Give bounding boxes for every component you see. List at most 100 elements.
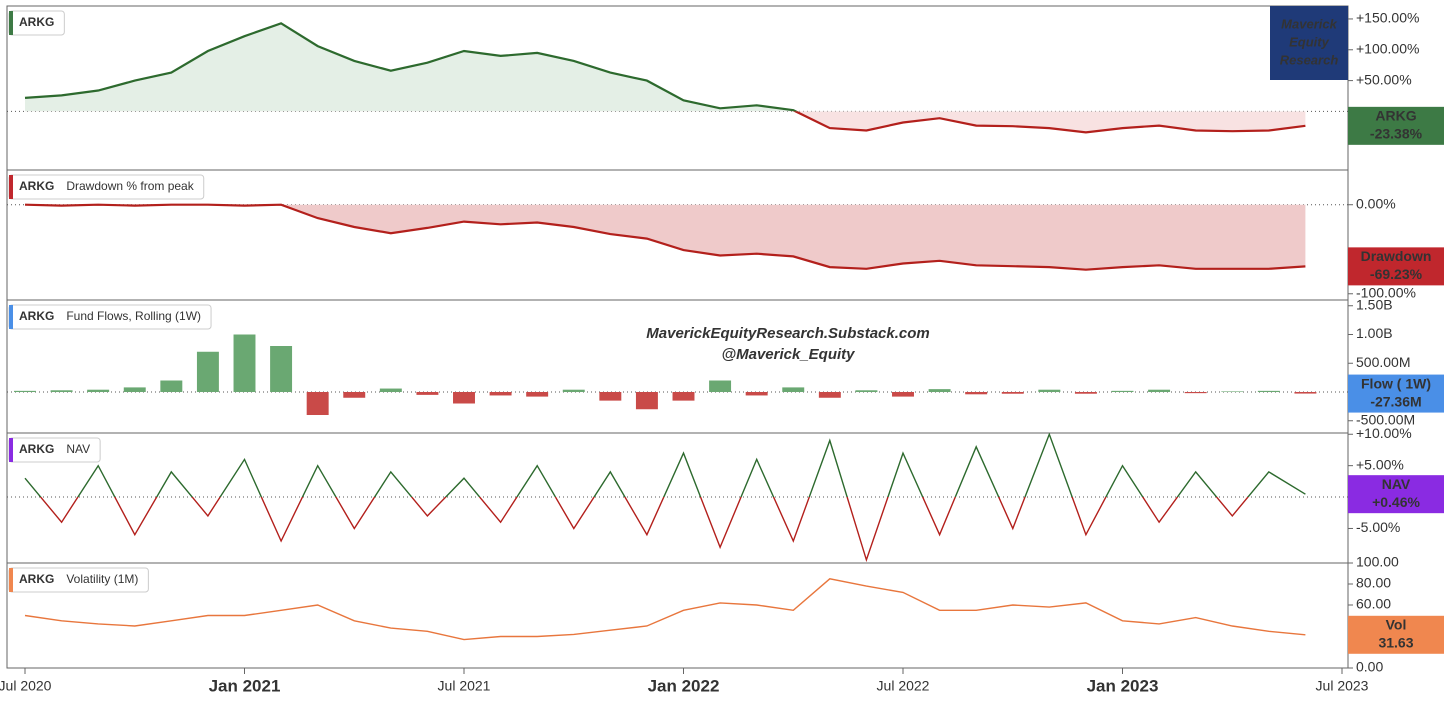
y-tick-label: -500.00M bbox=[1356, 411, 1415, 427]
logo-text: Maverick bbox=[1281, 16, 1337, 31]
bar bbox=[599, 392, 622, 401]
logo-text: Equity bbox=[1289, 34, 1329, 49]
legend-swatch bbox=[9, 11, 13, 35]
badge-name: Drawdown bbox=[1361, 248, 1432, 264]
x-tick-label: Jan 2021 bbox=[209, 676, 281, 695]
legend-text: Volatility (1M) bbox=[66, 572, 138, 586]
line bbox=[793, 111, 1306, 134]
bar bbox=[1038, 389, 1061, 393]
bar bbox=[233, 334, 256, 393]
bar bbox=[379, 388, 402, 393]
bar bbox=[1148, 389, 1171, 393]
bar bbox=[526, 392, 549, 397]
bar bbox=[270, 346, 293, 393]
line bbox=[39, 497, 1249, 563]
x-tick-label: Jan 2022 bbox=[648, 676, 720, 695]
bar bbox=[50, 390, 73, 393]
y-tick-label: 0.00% bbox=[1356, 195, 1396, 211]
bar bbox=[489, 392, 512, 396]
y-tick-label: +50.00% bbox=[1356, 71, 1412, 87]
badge-value: -27.36M bbox=[1370, 393, 1421, 409]
bar bbox=[14, 390, 36, 393]
y-tick-label: +100.00% bbox=[1356, 40, 1419, 56]
legend-text: Fund Flows, Rolling (1W) bbox=[66, 309, 201, 323]
badge bbox=[1348, 374, 1444, 413]
legend-symbol: ARKG bbox=[19, 309, 54, 323]
legend-text: Drawdown % from peak bbox=[66, 179, 194, 193]
bar bbox=[928, 389, 951, 393]
legend-swatch bbox=[9, 568, 13, 592]
bar bbox=[196, 351, 219, 393]
y-tick-label: +10.00% bbox=[1356, 425, 1412, 441]
legend-swatch bbox=[9, 305, 13, 329]
badge-value: +0.46% bbox=[1372, 494, 1420, 510]
y-tick-label: 1.00B bbox=[1356, 325, 1393, 341]
bar bbox=[1184, 392, 1207, 394]
area-fill bbox=[25, 111, 1306, 133]
badge-name: ARKG bbox=[1375, 108, 1416, 124]
y-tick-label: -5.00% bbox=[1356, 519, 1400, 535]
bar bbox=[818, 392, 841, 398]
legend-swatch bbox=[9, 175, 13, 199]
badge bbox=[1348, 247, 1444, 286]
bar bbox=[1111, 390, 1134, 393]
badge-name: Vol bbox=[1386, 616, 1407, 632]
y-tick-label: 1.50B bbox=[1356, 296, 1393, 312]
logo-text: Research bbox=[1280, 52, 1339, 67]
y-tick-label: 0.00 bbox=[1356, 659, 1383, 675]
badge bbox=[1348, 475, 1444, 514]
bar bbox=[1221, 391, 1244, 393]
badge-name: NAV bbox=[1382, 476, 1411, 492]
watermark: @Maverick_Equity bbox=[721, 346, 855, 363]
x-tick-label: Jul 2020 bbox=[0, 678, 52, 694]
x-tick-label: Jul 2021 bbox=[438, 678, 491, 694]
bar bbox=[160, 380, 183, 393]
y-tick-label: +150.00% bbox=[1356, 10, 1419, 26]
bar bbox=[1257, 390, 1280, 393]
legend-symbol: ARKG bbox=[19, 15, 54, 29]
bar bbox=[782, 387, 805, 393]
y-tick-label: 100.00 bbox=[1356, 554, 1399, 570]
badge bbox=[1348, 106, 1444, 145]
x-tick-label: Jul 2023 bbox=[1316, 678, 1369, 694]
bar bbox=[635, 392, 658, 410]
badge-name: Flow ( 1W) bbox=[1361, 375, 1431, 391]
panel-frame bbox=[6, 562, 1349, 669]
badge-value: -23.38% bbox=[1370, 126, 1423, 142]
line bbox=[24, 433, 1306, 498]
y-tick-label: -100.00% bbox=[1356, 284, 1416, 300]
badge-value: -69.23% bbox=[1370, 266, 1423, 282]
bar bbox=[745, 392, 768, 396]
bar bbox=[892, 392, 914, 397]
line bbox=[24, 22, 799, 112]
bar bbox=[343, 392, 366, 398]
bar bbox=[416, 392, 439, 395]
bar bbox=[965, 392, 988, 395]
y-tick-label: 500.00M bbox=[1356, 354, 1410, 370]
legend-swatch bbox=[9, 438, 13, 462]
legend-symbol: ARKG bbox=[19, 179, 54, 193]
line bbox=[24, 578, 1306, 641]
x-tick-label: Jul 2022 bbox=[877, 678, 930, 694]
legend-symbol: ARKG bbox=[19, 442, 54, 456]
y-tick-label: 60.00 bbox=[1356, 596, 1391, 612]
x-tick-label: Jan 2023 bbox=[1087, 676, 1159, 695]
bar bbox=[123, 387, 146, 393]
legend-text: NAV bbox=[66, 442, 90, 456]
bar bbox=[855, 390, 878, 393]
bar bbox=[1074, 392, 1097, 394]
bar bbox=[87, 389, 110, 393]
y-tick-label: 80.00 bbox=[1356, 575, 1391, 591]
badge bbox=[1348, 615, 1444, 654]
legend-symbol: ARKG bbox=[19, 572, 54, 586]
logo-box bbox=[1270, 6, 1348, 80]
bar bbox=[1294, 392, 1317, 394]
bar bbox=[672, 392, 695, 401]
line bbox=[24, 203, 1306, 271]
bar bbox=[562, 389, 585, 393]
panel-frame bbox=[6, 432, 1349, 564]
y-tick-label: +5.00% bbox=[1356, 456, 1404, 472]
badge-value: 31.63 bbox=[1378, 634, 1413, 650]
bar bbox=[453, 392, 475, 404]
